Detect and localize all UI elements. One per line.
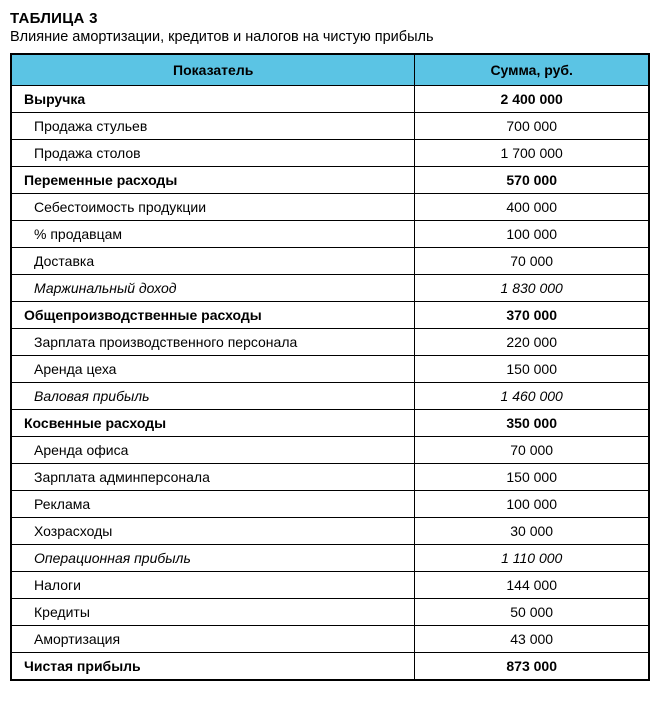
table-row: Переменные расходы570 000	[11, 167, 649, 194]
table-row: Хозрасходы30 000	[11, 518, 649, 545]
table-row: Амортизация43 000	[11, 626, 649, 653]
table-row: Аренда цеха150 000	[11, 356, 649, 383]
row-label: Зарплата производственного персонала	[11, 329, 415, 356]
column-header-indicator: Показатель	[11, 54, 415, 86]
table-row: % продавцам100 000	[11, 221, 649, 248]
table-row: Валовая прибыль1 460 000	[11, 383, 649, 410]
row-label: Выручка	[11, 86, 415, 113]
row-value: 150 000	[415, 356, 649, 383]
row-label: Зарплата админперсонала	[11, 464, 415, 491]
row-value: 400 000	[415, 194, 649, 221]
row-label: % продавцам	[11, 221, 415, 248]
row-label: Косвенные расходы	[11, 410, 415, 437]
row-value: 70 000	[415, 248, 649, 275]
table-row: Операционная прибыль1 110 000	[11, 545, 649, 572]
row-label: Аренда цеха	[11, 356, 415, 383]
table-row: Зарплата производственного персонала220 …	[11, 329, 649, 356]
table-row: Маржинальный доход1 830 000	[11, 275, 649, 302]
row-value: 100 000	[415, 491, 649, 518]
row-label: Налоги	[11, 572, 415, 599]
row-label: Продажа стульев	[11, 113, 415, 140]
row-value: 700 000	[415, 113, 649, 140]
row-label: Продажа столов	[11, 140, 415, 167]
table-row: Доставка70 000	[11, 248, 649, 275]
row-value: 50 000	[415, 599, 649, 626]
row-label: Кредиты	[11, 599, 415, 626]
table-row: Косвенные расходы350 000	[11, 410, 649, 437]
row-value: 150 000	[415, 464, 649, 491]
row-value: 873 000	[415, 653, 649, 681]
row-value: 350 000	[415, 410, 649, 437]
row-value: 144 000	[415, 572, 649, 599]
row-value: 570 000	[415, 167, 649, 194]
row-label: Аренда офиса	[11, 437, 415, 464]
table-row: Себестоимость продукции400 000	[11, 194, 649, 221]
table-row: Зарплата админперсонала150 000	[11, 464, 649, 491]
row-label: Доставка	[11, 248, 415, 275]
table-number: ТАБЛИЦА 3	[10, 10, 650, 27]
table-row: Выручка2 400 000	[11, 86, 649, 113]
row-value: 1 830 000	[415, 275, 649, 302]
table-row: Кредиты50 000	[11, 599, 649, 626]
table-header-row: Показатель Сумма, руб.	[11, 54, 649, 86]
table-row: Налоги144 000	[11, 572, 649, 599]
table-row: Продажа столов1 700 000	[11, 140, 649, 167]
row-value: 1 460 000	[415, 383, 649, 410]
row-value: 1 110 000	[415, 545, 649, 572]
row-label: Переменные расходы	[11, 167, 415, 194]
row-label: Общепроизводственные расходы	[11, 302, 415, 329]
table-row: Чистая прибыль873 000	[11, 653, 649, 681]
financial-table: Показатель Сумма, руб. Выручка2 400 000П…	[10, 53, 650, 681]
column-header-sum: Сумма, руб.	[415, 54, 649, 86]
table-row: Аренда офиса70 000	[11, 437, 649, 464]
row-value: 100 000	[415, 221, 649, 248]
row-value: 70 000	[415, 437, 649, 464]
row-label: Маржинальный доход	[11, 275, 415, 302]
row-value: 1 700 000	[415, 140, 649, 167]
row-label: Чистая прибыль	[11, 653, 415, 681]
row-label: Реклама	[11, 491, 415, 518]
row-label: Операционная прибыль	[11, 545, 415, 572]
table-row: Общепроизводственные расходы370 000	[11, 302, 649, 329]
table-row: Продажа стульев700 000	[11, 113, 649, 140]
table-caption: Влияние амортизации, кредитов и налогов …	[10, 29, 650, 45]
row-value: 2 400 000	[415, 86, 649, 113]
row-value: 370 000	[415, 302, 649, 329]
row-label: Амортизация	[11, 626, 415, 653]
table-row: Реклама100 000	[11, 491, 649, 518]
row-value: 43 000	[415, 626, 649, 653]
row-value: 30 000	[415, 518, 649, 545]
row-label: Хозрасходы	[11, 518, 415, 545]
row-value: 220 000	[415, 329, 649, 356]
row-label: Себестоимость продукции	[11, 194, 415, 221]
row-label: Валовая прибыль	[11, 383, 415, 410]
